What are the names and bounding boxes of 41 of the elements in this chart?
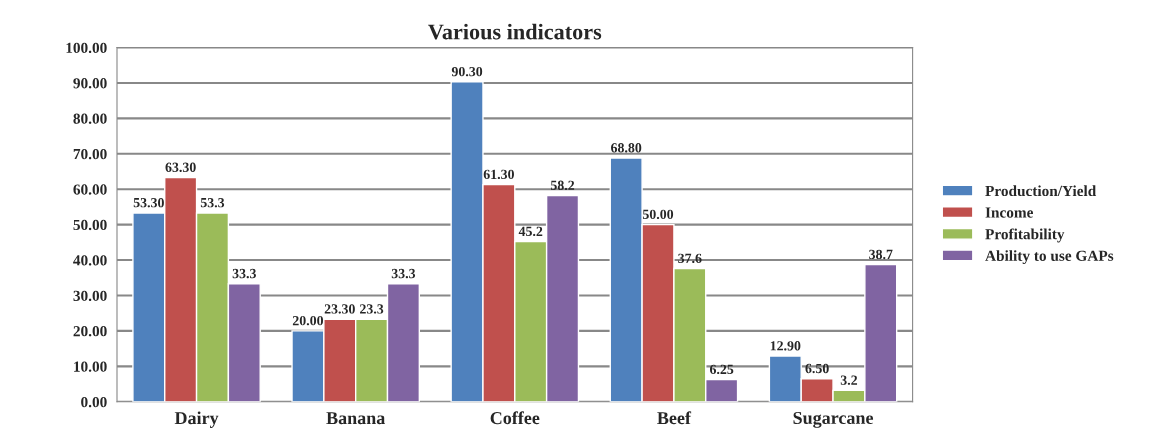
chart-title: Various indicators xyxy=(428,23,602,40)
data-label: 68.80 xyxy=(611,143,642,153)
y-tick-label: 60.00 xyxy=(73,184,107,195)
data-label: 6.50 xyxy=(805,363,829,374)
data-label: 58.2 xyxy=(550,180,575,191)
data-label: 12.90 xyxy=(770,341,801,351)
legend-label: Ability to use GAPs xyxy=(985,250,1114,265)
data-label: 6.25 xyxy=(709,364,734,375)
legend-label: Profitability xyxy=(985,228,1065,243)
data-label: 3.2 xyxy=(840,375,858,385)
data-label: 33.3 xyxy=(391,268,416,279)
data-label: 45.2 xyxy=(518,226,543,237)
x-tick-label: Coffee xyxy=(490,411,540,425)
data-label: 33.3 xyxy=(232,268,256,279)
x-tick-label: Banana xyxy=(326,412,386,425)
legend-label: Income xyxy=(985,207,1034,218)
data-label: 37.6 xyxy=(678,253,702,264)
x-tick-label: Beef xyxy=(657,411,692,425)
y-tick-label: 10.00 xyxy=(74,361,107,372)
x-tick-label: Dairy xyxy=(174,411,219,428)
data-label: 90.30 xyxy=(451,66,483,77)
data-label: 53.3 xyxy=(200,198,225,208)
data-label: 23.3 xyxy=(360,304,384,314)
data-label: 61.30 xyxy=(483,169,514,180)
y-tick-label: 30.00 xyxy=(73,290,107,302)
y-tick-label: 70.00 xyxy=(73,148,107,160)
data-label: 38.7 xyxy=(869,249,893,260)
legend-label: Production/Yield xyxy=(985,185,1097,197)
y-tick-label: 90.00 xyxy=(73,78,107,89)
data-label: 53.30 xyxy=(133,197,164,208)
data-label: 63.30 xyxy=(165,162,196,172)
data-label: 50.00 xyxy=(642,209,674,220)
y-tick-label: 40.00 xyxy=(73,255,107,266)
y-tick-label: 0.00 xyxy=(81,396,107,408)
y-tick-label: 20.00 xyxy=(73,326,107,337)
data-label: 23.30 xyxy=(324,304,355,314)
data-label: 20.00 xyxy=(292,315,324,326)
y-tick-label: 100.00 xyxy=(66,42,107,54)
y-tick-label: 50.00 xyxy=(73,219,107,231)
y-tick-label: 80.00 xyxy=(73,113,107,124)
x-tick-label: Sugarcane xyxy=(793,411,874,428)
